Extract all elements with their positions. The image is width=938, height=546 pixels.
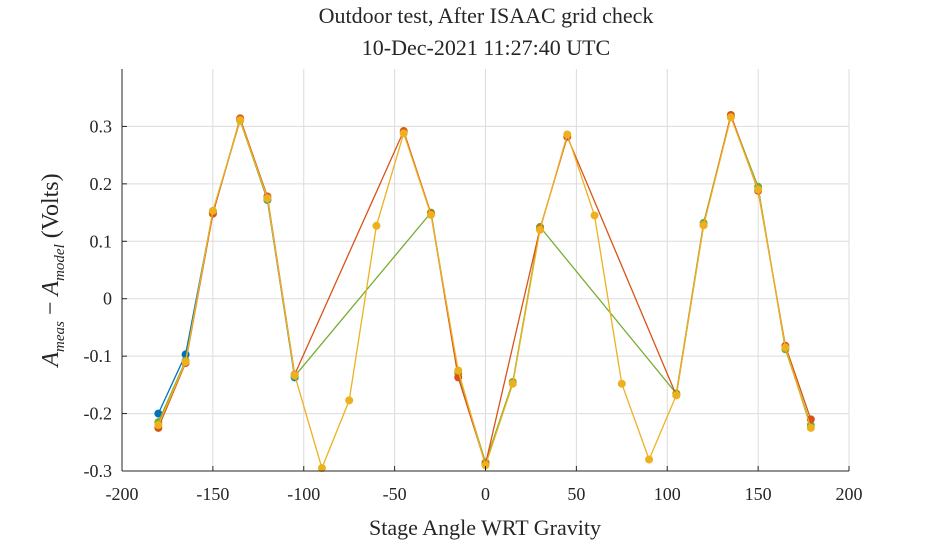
data-point — [454, 366, 463, 375]
data-point — [345, 396, 354, 405]
data-point — [263, 194, 272, 203]
y-tick-label: 0 — [103, 289, 112, 309]
series-4 — [154, 113, 815, 473]
data-point — [154, 421, 163, 430]
y-tick-label: 0.2 — [90, 174, 113, 194]
data-point — [617, 379, 626, 388]
chart-title: Outdoor test, After ISAAC grid check — [319, 3, 654, 28]
data-point — [672, 391, 681, 400]
axes — [121, 69, 850, 472]
series-3 — [154, 110, 815, 469]
x-tick-label: 200 — [836, 484, 863, 504]
x-tick-label: 0 — [481, 484, 490, 504]
y-label-a-model: A — [38, 281, 64, 298]
y-tick-label: 0.3 — [90, 116, 113, 136]
series-layer — [154, 110, 815, 473]
y-label-units: (Volts) — [38, 173, 64, 244]
x-tick-label: 150 — [745, 484, 772, 504]
data-point — [806, 423, 815, 432]
data-point — [426, 210, 435, 219]
series-line — [157, 115, 812, 471]
data-point — [590, 211, 599, 220]
y-label-sub-meas: meas — [52, 321, 68, 352]
y-label-a-meas: A — [38, 352, 64, 369]
x-tick-label: 100 — [654, 484, 681, 504]
chart-subtitle: 10-Dec-2021 11:27:40 UTC — [362, 35, 610, 60]
y-tick-label: -0.1 — [84, 346, 113, 366]
y-axis-label: Ameas − Amodel (Volts) — [38, 173, 68, 368]
y-tick-label: -0.3 — [84, 461, 113, 481]
series-1 — [154, 115, 299, 418]
data-point — [154, 409, 163, 418]
y-label-sub-model: model — [52, 244, 68, 281]
data-point — [754, 185, 763, 194]
x-tick-label: -100 — [287, 484, 320, 504]
data-point — [208, 206, 217, 215]
y-tick-label: 0.1 — [90, 231, 113, 251]
data-point — [536, 225, 545, 234]
data-point — [399, 129, 408, 138]
grid-lines — [121, 69, 850, 472]
data-point — [563, 130, 572, 139]
x-tick-label: -200 — [106, 484, 139, 504]
data-point — [645, 455, 654, 464]
x-tick-label: 50 — [567, 484, 585, 504]
data-point — [699, 221, 708, 230]
y-label-minus: − — [38, 296, 64, 322]
x-tick-label: -150 — [196, 484, 229, 504]
data-point — [181, 357, 190, 366]
data-point — [726, 113, 735, 122]
data-point — [481, 461, 490, 470]
x-axis-label: Stage Angle WRT Gravity — [369, 515, 601, 540]
data-point — [508, 379, 517, 388]
data-point — [236, 116, 245, 125]
data-point — [290, 371, 299, 380]
data-point — [781, 343, 790, 352]
y-tick-label: -0.2 — [84, 404, 113, 424]
data-point — [317, 464, 326, 473]
x-tick-label: -50 — [383, 484, 407, 504]
tick-labels: -200 -150 -100 -50 0 50 100 150 200 -0.3 -0.2 -0.1 0… — [84, 116, 863, 504]
data-point — [372, 221, 381, 230]
